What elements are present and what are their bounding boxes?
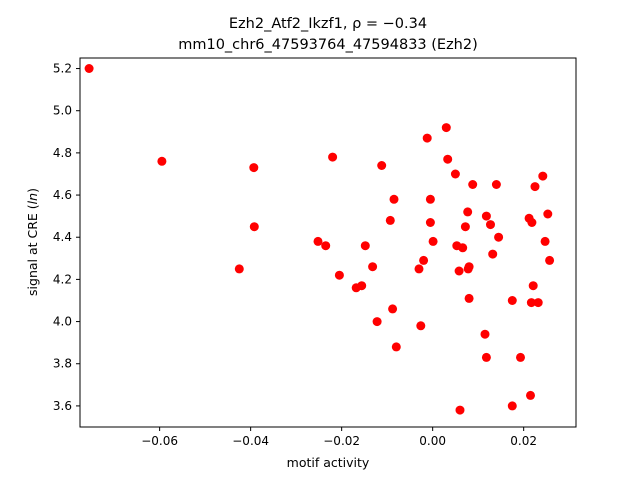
data-point-17: [389, 194, 399, 204]
y-axis-label-main: signal at CRE (: [25, 204, 40, 296]
data-point-37: [464, 293, 474, 303]
y-tick-label: 4.2: [53, 272, 72, 286]
data-point-26: [441, 123, 451, 133]
data-point-39: [480, 329, 490, 339]
data-point-0: [84, 64, 94, 73]
data-point-20: [416, 321, 426, 331]
x-tick-label: −0.04: [232, 434, 269, 448]
plot-area-frame: [79, 57, 577, 428]
data-point-45: [494, 232, 504, 242]
data-point-24: [425, 218, 435, 227]
data-point-38: [468, 180, 478, 189]
y-tick-label: 5.2: [53, 62, 72, 76]
y-axis-label-ln: ln: [25, 193, 40, 204]
x-tick-label: −0.02: [323, 434, 360, 448]
data-point-47: [507, 401, 517, 411]
x-tick-label: 0.00: [419, 434, 446, 448]
data-point-50: [526, 390, 535, 400]
data-point-42: [486, 220, 495, 230]
data-point-32: [458, 243, 468, 253]
x-axis-ticks: −0.06 −0.04 −0.02 0.00 0.02: [141, 427, 537, 448]
x-axis-label: motif activity: [287, 455, 370, 470]
data-point-3: [249, 222, 259, 232]
data-point-2: [249, 163, 259, 173]
data-point-5: [313, 236, 323, 246]
y-tick-label: 4.8: [53, 146, 72, 160]
y-tick-label: 3.6: [53, 399, 72, 413]
data-point-56: [538, 171, 548, 181]
data-point-21: [419, 255, 429, 265]
y-axis-ticks: 3.6 3.8 4.0 4.2 4.4 4.6 4.8 5.0 5.2: [53, 62, 80, 413]
y-tick-label: 4.6: [53, 188, 72, 202]
data-point-22: [422, 133, 432, 143]
data-point-31: [455, 405, 465, 415]
data-point-25: [428, 236, 438, 246]
data-point-18: [391, 342, 401, 352]
data-point-34: [463, 207, 473, 217]
data-point-33: [460, 222, 470, 232]
data-point-46: [507, 296, 517, 305]
chart-title-line2: mm10_chr6_47593764_47594833 (Ezh2): [178, 37, 478, 53]
data-point-12: [368, 262, 378, 272]
y-tick-label: 4.4: [53, 230, 72, 244]
data-point-58: [543, 209, 553, 219]
data-point-10: [357, 281, 367, 291]
data-point-48: [516, 352, 525, 362]
y-tick-label: 3.8: [53, 357, 72, 371]
data-point-41: [481, 352, 491, 362]
data-point-59: [545, 255, 555, 265]
y-tick-label: 4.0: [53, 315, 72, 329]
data-point-19: [414, 264, 424, 274]
y-tick-label: 5.0: [53, 104, 72, 118]
scatter-points: [84, 64, 555, 415]
data-point-44: [491, 180, 501, 189]
y-axis-label-close: ): [25, 188, 40, 193]
data-point-23: [425, 194, 435, 204]
data-point-27: [443, 154, 453, 164]
data-point-1: [157, 156, 167, 166]
data-point-16: [388, 304, 398, 314]
svg-text:signal at CRE (ln): signal at CRE (ln): [25, 188, 40, 296]
data-point-57: [540, 236, 550, 246]
data-point-6: [321, 241, 331, 251]
data-point-36: [464, 262, 474, 272]
data-point-43: [488, 249, 498, 259]
data-point-13: [372, 317, 382, 327]
data-point-53: [528, 281, 538, 291]
data-point-11: [360, 241, 370, 251]
x-tick-label: −0.06: [141, 434, 178, 448]
data-point-15: [385, 215, 395, 225]
data-point-14: [377, 161, 387, 170]
data-point-40: [481, 211, 491, 221]
chart-title-line1: Ezh2_Atf2_Ikzf1, ρ = −0.34: [229, 16, 427, 32]
data-point-28: [450, 169, 460, 179]
data-point-55: [533, 298, 543, 308]
data-point-54: [530, 182, 540, 192]
data-point-30: [454, 266, 464, 276]
x-tick-label: 0.02: [510, 434, 537, 448]
data-point-8: [334, 270, 344, 280]
data-point-52: [527, 218, 537, 227]
y-axis-label: signal at CRE (ln): [25, 188, 40, 296]
data-point-7: [328, 152, 338, 162]
data-point-51: [526, 298, 536, 308]
data-point-4: [234, 264, 244, 274]
